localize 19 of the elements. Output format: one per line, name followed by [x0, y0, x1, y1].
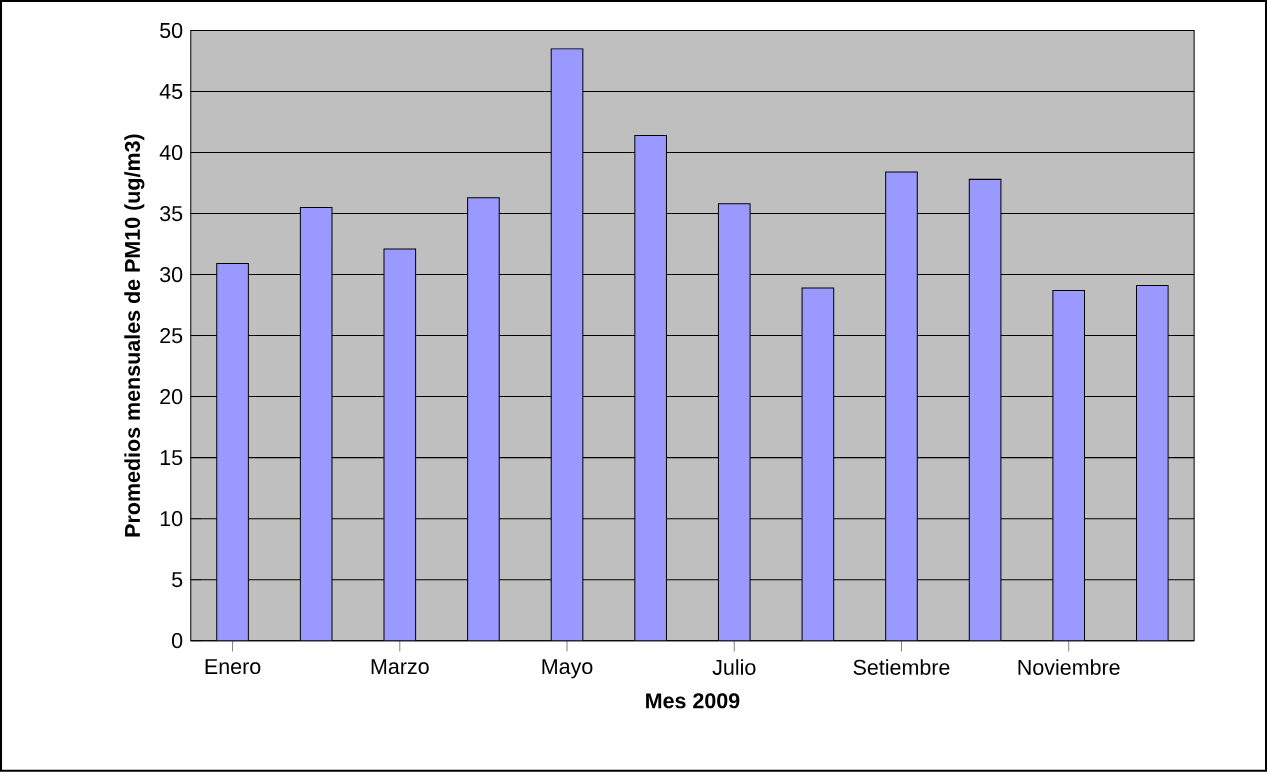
x-tick-label: Marzo [371, 659, 429, 675]
x-tick-label: Enero [205, 659, 261, 675]
y-tick-label: 50 [160, 22, 183, 39]
y-tick-label: 15 [160, 450, 183, 466]
y-tick-label: 10 [160, 511, 183, 527]
x-tick-label: Setiembre [853, 659, 950, 675]
y-axis-title: Promedios mensuales de PM10 (ug/m3) [124, 134, 145, 537]
y-tick-label: 0 [171, 633, 183, 649]
y-tick-label: 30 [160, 267, 183, 283]
y-tick-label: 35 [160, 206, 183, 222]
x-tick-label: Noviembre [1018, 659, 1120, 675]
x-tick-label: Julio [712, 659, 756, 675]
y-tick-label: 45 [159, 84, 183, 100]
y-tick-label: 5 [172, 572, 183, 588]
y-tick-label: 40 [159, 145, 183, 161]
y-tick-label: 25 [160, 328, 183, 344]
x-axis-title: Mes 2009 [646, 693, 740, 709]
y-tick-label: 20 [160, 389, 183, 405]
x-tick-label: Mayo [542, 659, 593, 679]
